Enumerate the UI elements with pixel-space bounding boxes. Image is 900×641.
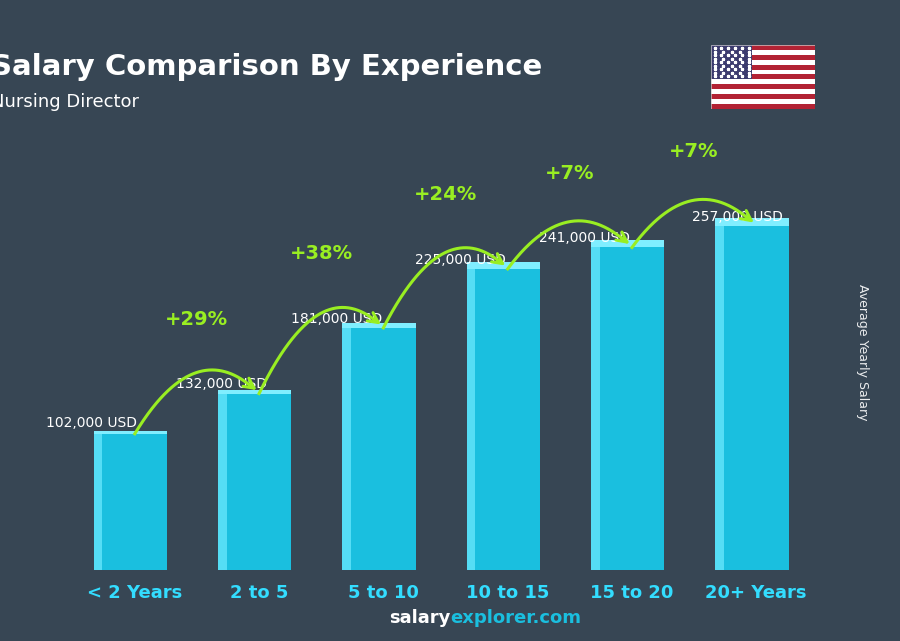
Bar: [227, 394, 292, 570]
Bar: [711, 104, 814, 109]
Text: explorer.com: explorer.com: [450, 609, 581, 627]
Bar: [94, 431, 167, 434]
Bar: [475, 269, 540, 570]
Bar: [591, 240, 664, 247]
Bar: [466, 269, 475, 570]
Bar: [466, 262, 540, 269]
Bar: [711, 94, 814, 99]
Bar: [716, 226, 724, 570]
Bar: [724, 226, 788, 570]
Text: +7%: +7%: [545, 164, 595, 183]
Bar: [711, 69, 814, 74]
Text: +24%: +24%: [414, 185, 477, 204]
Bar: [351, 328, 416, 570]
Text: 257,000 USD: 257,000 USD: [692, 210, 783, 224]
Text: salary: salary: [389, 609, 450, 627]
Text: +7%: +7%: [670, 142, 719, 162]
Text: 132,000 USD: 132,000 USD: [176, 378, 267, 392]
Bar: [218, 394, 227, 570]
Text: +38%: +38%: [290, 244, 353, 263]
Bar: [711, 99, 814, 104]
Bar: [711, 45, 752, 79]
Bar: [94, 434, 103, 570]
Bar: [711, 85, 814, 89]
Text: Average Yearly Salary: Average Yearly Salary: [856, 285, 868, 420]
Bar: [711, 79, 814, 85]
Text: Salary Comparison By Experience: Salary Comparison By Experience: [0, 53, 543, 81]
Bar: [218, 390, 292, 394]
Bar: [716, 219, 788, 226]
Bar: [711, 50, 814, 54]
Bar: [342, 328, 351, 570]
Bar: [599, 247, 664, 570]
Text: 225,000 USD: 225,000 USD: [415, 253, 506, 267]
Bar: [591, 247, 599, 570]
Bar: [103, 434, 167, 570]
Bar: [711, 54, 814, 60]
Bar: [711, 60, 814, 65]
Bar: [711, 89, 814, 94]
Bar: [711, 45, 814, 50]
Text: Nursing Director: Nursing Director: [0, 93, 140, 111]
Text: 241,000 USD: 241,000 USD: [539, 231, 630, 246]
Bar: [342, 322, 416, 328]
Bar: [711, 65, 814, 69]
Text: 181,000 USD: 181,000 USD: [291, 312, 382, 326]
Text: +29%: +29%: [166, 310, 229, 329]
Text: 102,000 USD: 102,000 USD: [46, 416, 137, 430]
Bar: [711, 74, 814, 79]
